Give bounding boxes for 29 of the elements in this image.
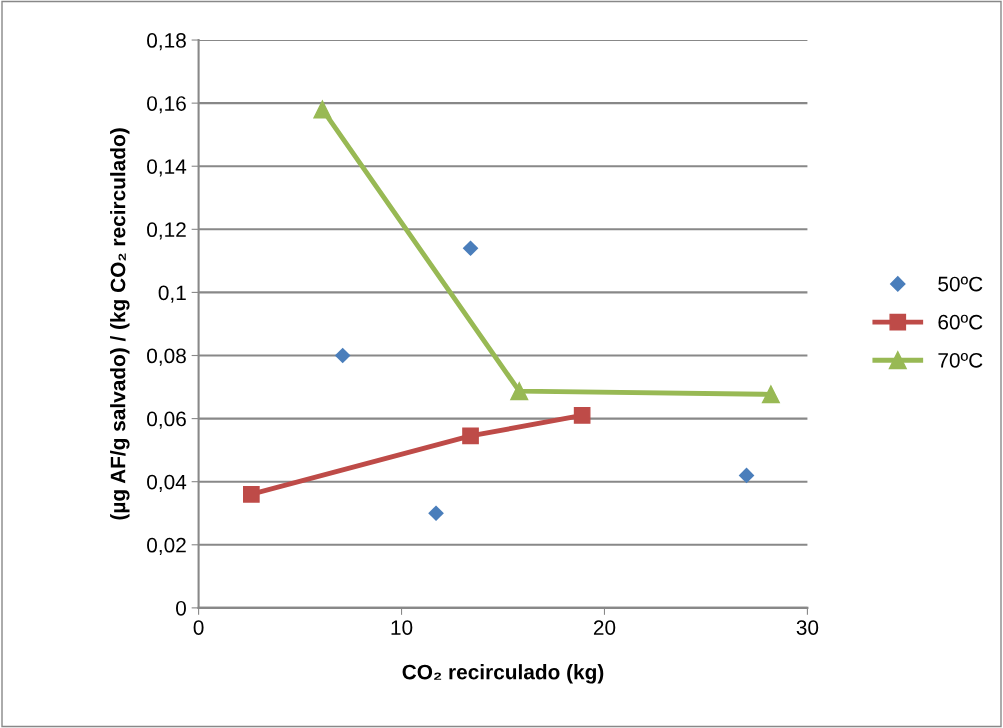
x-tick-label: 20 [593, 620, 616, 635]
y-tick-label: 0,14 [147, 159, 187, 177]
x-tick-label: 30 [796, 620, 819, 635]
y-tick-label: 0,02 [147, 537, 186, 555]
y-axis-title: (µg AF/g salvado) / (kg CO₂ recirculado) [110, 128, 130, 520]
x-tick-label: 10 [391, 620, 413, 635]
point [313, 100, 332, 119]
legend-label: 50ºC [938, 276, 983, 292]
legend-label: 60ºC [938, 314, 983, 330]
point [334, 347, 351, 364]
point [428, 505, 444, 522]
y-tick-label: 0,12 [147, 222, 186, 240]
y-tick-label: 0 [176, 600, 186, 616]
point [761, 385, 780, 404]
y-tick-label: 0,08 [147, 348, 186, 366]
y-tick-label: 0,04 [147, 474, 187, 492]
point [510, 382, 529, 401]
y-tick-label: 0,16 [147, 96, 186, 114]
x-axis-title: CO₂ recirculado (kg) [402, 664, 604, 684]
y-tick-label: 0,18 [147, 33, 186, 51]
point [462, 427, 479, 445]
point [738, 467, 755, 484]
legend-label: 70ºC [938, 352, 983, 368]
point [243, 485, 260, 503]
x-tick-label: 0 [193, 620, 204, 635]
point [462, 240, 479, 257]
point [573, 407, 591, 424]
y-tick-label: 0,06 [147, 411, 186, 429]
y-tick-label: 0,1 [158, 285, 186, 303]
